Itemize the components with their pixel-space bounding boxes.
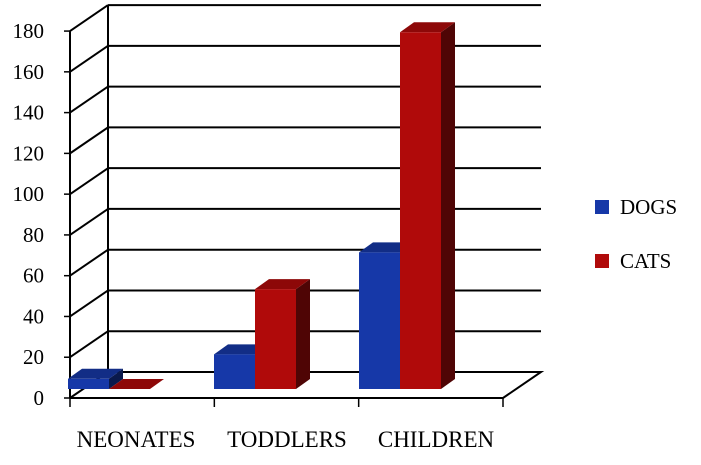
bar-front bbox=[214, 354, 255, 389]
bar-dogs-neonates bbox=[68, 368, 123, 389]
bar-cats-toddlers bbox=[255, 279, 310, 389]
gridline-depth bbox=[69, 126, 109, 155]
gridline-depth bbox=[69, 248, 109, 277]
legend-label: DOGS bbox=[620, 195, 677, 219]
bar-side bbox=[109, 368, 123, 389]
bar-top bbox=[400, 22, 455, 33]
bar-front bbox=[359, 252, 400, 389]
y-tick-label: 140 bbox=[13, 101, 45, 125]
bar-front bbox=[68, 378, 109, 389]
legend-swatch bbox=[595, 200, 609, 214]
y-tick-label: 0 bbox=[34, 386, 45, 410]
gridline-depth bbox=[69, 208, 109, 236]
y-tick-label: 40 bbox=[23, 304, 44, 328]
bar-top bbox=[255, 279, 310, 290]
legend: DOGS CATS bbox=[595, 195, 677, 273]
x-category-label: TODDLERS bbox=[227, 427, 347, 452]
y-tick-label: 100 bbox=[13, 182, 45, 206]
gridline-depth bbox=[69, 85, 109, 114]
gridline-depth bbox=[69, 45, 109, 73]
y-tick-label: 160 bbox=[13, 60, 45, 84]
gridline-depth bbox=[69, 167, 109, 195]
bar-top bbox=[68, 368, 123, 379]
axis-labels: 0 20 40 60 80 100 120 140 160 180 NEONATES TODDLERS… bbox=[13, 19, 495, 452]
bar-front bbox=[255, 289, 296, 389]
floor-outline bbox=[70, 371, 545, 399]
bar-cats-neonates bbox=[109, 379, 164, 389]
y-tick-label: 20 bbox=[23, 345, 44, 369]
bar-side bbox=[296, 279, 310, 389]
gridline-depth bbox=[69, 330, 109, 359]
y-tick-label: 80 bbox=[23, 223, 44, 247]
gridline-depth bbox=[69, 4, 109, 32]
y-tick-label: 180 bbox=[13, 19, 45, 43]
x-category-label: CHILDREN bbox=[378, 427, 495, 452]
y-tick-label: 120 bbox=[13, 141, 45, 165]
gridlines bbox=[69, 4, 541, 399]
gridline-depth bbox=[69, 289, 109, 318]
legend-label: CATS bbox=[620, 249, 671, 273]
axes bbox=[64, 5, 545, 407]
bar-side bbox=[441, 22, 455, 389]
bar-front bbox=[400, 32, 441, 389]
bar-top bbox=[109, 379, 164, 389]
y-tick-label: 60 bbox=[23, 264, 44, 288]
bars bbox=[68, 22, 455, 389]
legend-item-cats: CATS bbox=[595, 249, 671, 273]
bar-cats-children bbox=[400, 22, 455, 389]
legend-item-dogs: DOGS bbox=[595, 195, 677, 219]
x-category-label: NEONATES bbox=[77, 427, 196, 452]
legend-swatch bbox=[595, 254, 609, 268]
